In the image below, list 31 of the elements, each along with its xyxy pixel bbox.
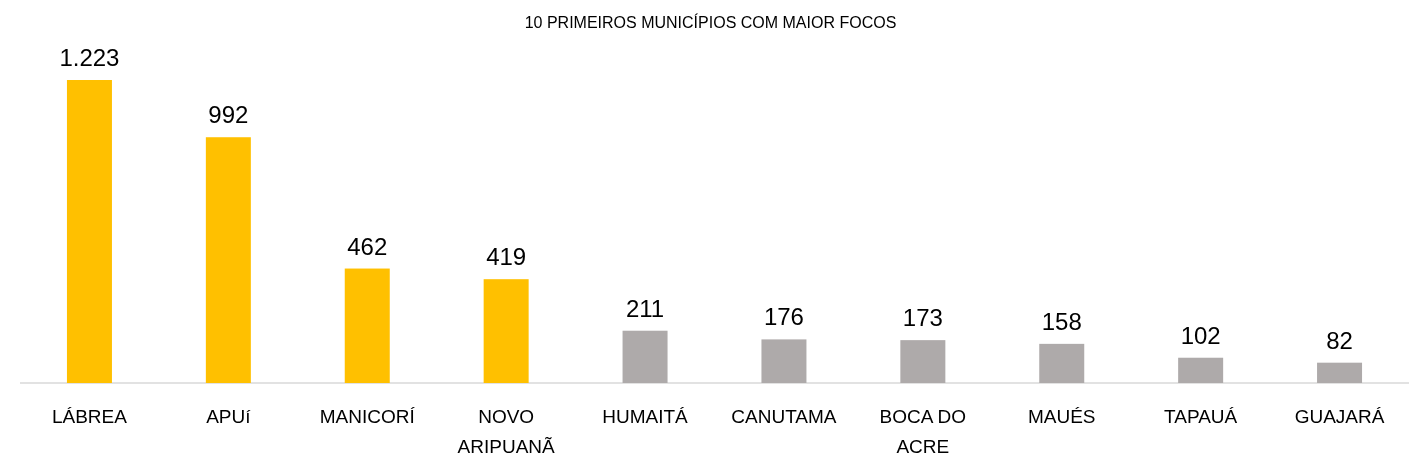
x-tick-label: LÁBREA	[51, 406, 128, 427]
data-label: 173	[902, 304, 943, 332]
data-label: 419	[486, 243, 527, 271]
x-tick-label: CANUTAMA	[731, 406, 837, 427]
x-tick-label: BOCA DO ACRE	[879, 406, 967, 457]
bar	[205, 137, 251, 383]
bar	[483, 279, 529, 383]
data-label: 1.223	[59, 44, 120, 71]
x-tick-label: MANICORÍ	[319, 406, 416, 427]
bar	[344, 268, 390, 383]
bar	[66, 80, 112, 383]
bar	[900, 340, 946, 383]
x-tick-label: TAPAUÁ	[1164, 406, 1238, 427]
x-tick-label: APUí	[206, 406, 252, 427]
x-tick-label: NOVO ARIPUANÃ	[457, 406, 556, 457]
x-tick-label: HUMAITÁ	[602, 406, 689, 427]
bar	[622, 330, 668, 383]
data-label: 992	[208, 101, 249, 129]
chart-title: 10 PRIMEIROS MUNICÍPIOS COM MAIOR FOCOS	[524, 13, 897, 31]
x-tick-label: GUAJARÁ	[1294, 406, 1385, 427]
bar	[1178, 357, 1224, 383]
data-label: 211	[625, 294, 665, 322]
data-label: 462	[347, 232, 388, 260]
data-label: 176	[763, 303, 804, 331]
data-label: 102	[1180, 321, 1221, 349]
data-label: 158	[1041, 307, 1082, 335]
data-label: 82	[1326, 326, 1353, 354]
x-tick-label: MAUÉS	[1027, 406, 1096, 427]
bar	[1317, 362, 1363, 383]
bar	[1039, 343, 1085, 383]
bar	[761, 339, 807, 383]
